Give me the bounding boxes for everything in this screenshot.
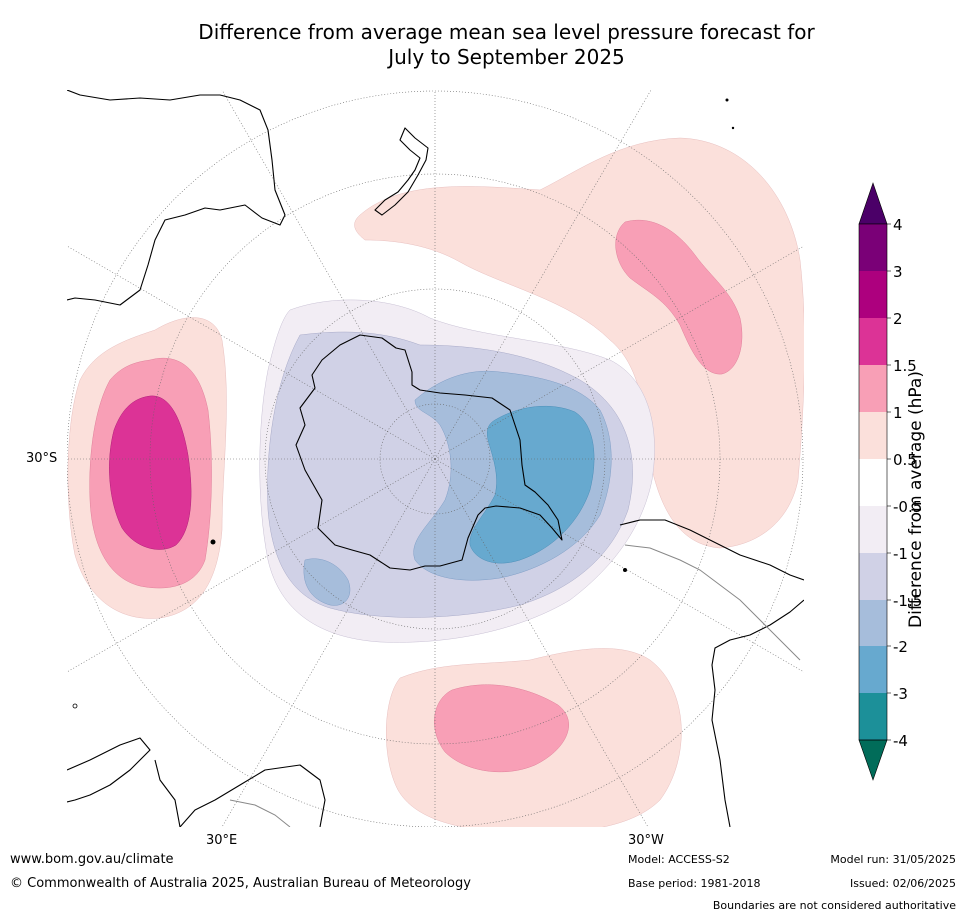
colorbar-segment-minus-1.5-minus-2 (859, 600, 887, 646)
footer-base-period: Base period: 1981-2018 (628, 877, 761, 890)
longitude-label-30e: 30°E (206, 833, 238, 848)
colorbar-outline (858, 223, 888, 741)
footer-disclaimer: Boundaries are not considered authoritat… (712, 899, 956, 912)
map-area (67, 90, 804, 827)
meridians (67, 90, 804, 827)
colorbar-segment-2-3 (859, 271, 887, 318)
pacific-high-anomaly (354, 137, 804, 549)
contour-1-1.5 (434, 684, 569, 773)
colorbar-tick-label: 2 (893, 310, 903, 328)
colorbar-tick-label: -2 (893, 638, 908, 656)
coastlines (67, 90, 804, 827)
australia-coastline (67, 90, 286, 306)
meridian (434, 458, 804, 673)
footer-copyright: © Commonwealth of Australia 2025, Austra… (10, 876, 471, 891)
islands (72, 98, 735, 709)
island (72, 703, 78, 709)
footer-website: www.bom.gov.au/climate (10, 852, 174, 867)
colorbar-tick-label: 4 (893, 216, 903, 234)
meridian (221, 458, 436, 827)
colorbar-segment-3-4 (859, 224, 887, 271)
colorbar-segment-1.5-2 (859, 318, 887, 365)
colorbar-segment-minus-0.5-minus-1 (859, 506, 887, 553)
colorbar: 4 3 2 1.5 1 0.5 -0.5 -1 -1.5 -2 -3 -4 (858, 182, 922, 781)
colorbar-tick-label: -3 (893, 685, 908, 703)
colorbar-tick-label: -4 (893, 732, 908, 750)
colorbar-extend-top (858, 182, 888, 225)
colorbar-label: Difference from average (hPa) (906, 371, 926, 628)
colorbar-tick-label: -1 (893, 545, 908, 563)
colorbar-tick-label: 3 (893, 263, 903, 281)
antarctica-coastline (295, 334, 563, 571)
contour-minus-2-minus-3 (469, 405, 595, 564)
indian-ocean-high-anomaly (67, 317, 227, 619)
colorbar-tick-label: 1.5 (893, 357, 917, 375)
colorbar-tick-labels: 4 3 2 1.5 1 0.5 -0.5 -1 -1.5 -2 -3 -4 (893, 216, 922, 750)
colorbar-segment-0.5-1 (859, 412, 887, 459)
colorbar-tick-label: -1.5 (893, 592, 922, 610)
colorbar-segment-minus-2-minus-3 (859, 646, 887, 693)
contour-1-1.5 (615, 219, 743, 375)
footer-issued: Issued: 02/06/2025 (849, 877, 956, 890)
footer-model-run: Model run: 31/05/2025 (830, 853, 956, 866)
contour-1.5-2 (109, 395, 192, 550)
colorbar-tick-label: 0.5 (893, 451, 917, 469)
island (210, 539, 216, 545)
colorbar-tick-label: -0.5 (893, 498, 922, 516)
colorbar-segment-minus-3-minus-4 (859, 693, 887, 740)
new-zealand-coastline (374, 127, 429, 216)
island (725, 98, 729, 102)
footer-model: Model: ACCESS-S2 (628, 853, 730, 866)
country-borders (229, 544, 801, 827)
colorbar-ticks (887, 223, 891, 741)
meridian (434, 458, 649, 827)
south-atlantic-high-anomaly (386, 648, 682, 827)
africa-coastline (67, 737, 326, 827)
contour-0.5-1 (354, 137, 804, 549)
chart-title: Difference from average mean sea level p… (0, 20, 965, 70)
island (623, 568, 627, 572)
meridian (67, 245, 436, 460)
colorbar-extend-bottom (858, 739, 888, 781)
contour-minus-1.5-minus-2-patch (303, 558, 351, 606)
island (731, 126, 735, 130)
south-america-inland-border (624, 544, 801, 661)
africa-inland-border (229, 799, 291, 827)
meridian (67, 458, 436, 673)
meridian (221, 90, 436, 460)
longitude-label-30w: 30°W (628, 833, 664, 848)
title-line-2: July to September 2025 (388, 45, 625, 69)
polar-low-anomaly (259, 299, 655, 643)
south-america-coastline (619, 519, 804, 827)
colorbar-segment-neutral (859, 459, 887, 506)
latitude-label-30s: 30°S (26, 451, 58, 466)
latitude-circle-60s (264, 288, 606, 630)
colorbar-segment-1-1.5 (859, 365, 887, 412)
colorbar-segment-minus-1-minus-1.5 (859, 553, 887, 600)
latitude-circle-30s (67, 90, 804, 827)
title-line-1: Difference from average mean sea level p… (198, 20, 815, 44)
colorbar-tick-label: 1 (893, 404, 903, 422)
southern-africa-coastline (154, 759, 181, 827)
meridian (434, 245, 804, 460)
meridian (434, 90, 652, 460)
